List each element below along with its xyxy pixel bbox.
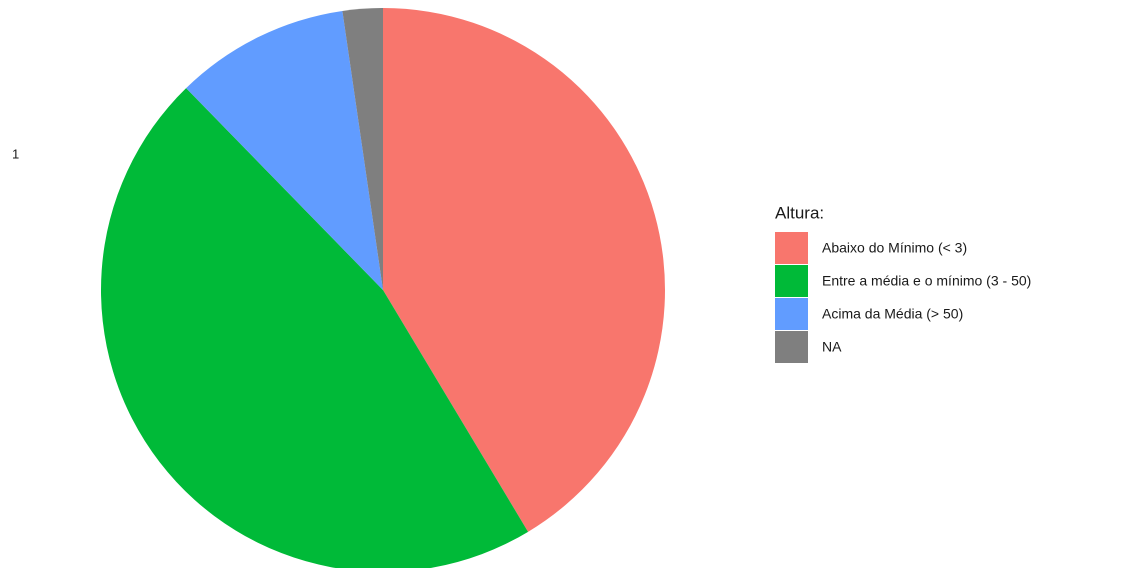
legend-label: NA [822,339,842,355]
legend-swatch [775,331,808,363]
legend-label: Entre a média e o mínimo (3 - 50) [822,273,1031,289]
pie-slice [101,88,529,568]
legend-swatch [775,265,808,297]
pie-slice [186,10,383,290]
axis-tick-label: 1 [12,146,19,161]
pie-slice [342,8,383,290]
legend-swatch [775,298,808,330]
legend-label: Abaixo do Mínimo (< 3) [822,240,967,256]
pie-slice [383,8,665,532]
legend-swatch [775,232,808,264]
legend-title: Altura: [775,203,824,222]
legend-label: Acima da Média (> 50) [822,306,963,322]
